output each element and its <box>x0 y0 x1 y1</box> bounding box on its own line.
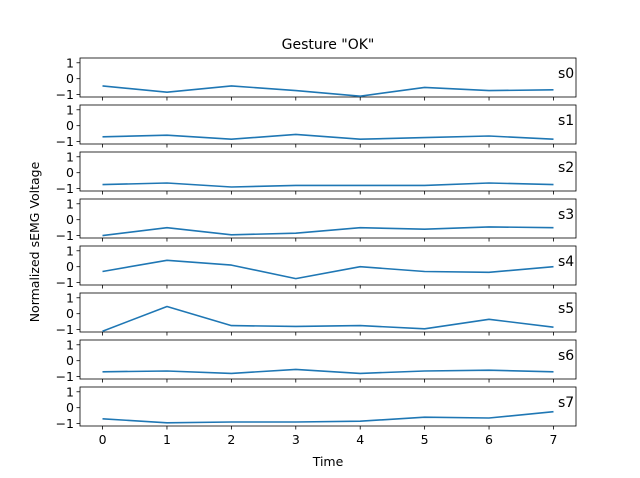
axes-frame <box>79 292 577 333</box>
y-tick-label: 1 <box>66 290 74 305</box>
y-tick-label: −1 <box>56 322 74 337</box>
y-tick-label: 0 <box>66 353 74 368</box>
series-label-s5: s5 <box>558 301 574 317</box>
y-tick-label: 1 <box>66 243 74 258</box>
axes-frame <box>79 339 577 380</box>
y-tick-label: 0 <box>66 259 74 274</box>
subplot-s4: 10−1 s4 <box>56 243 577 290</box>
axes-frame <box>79 57 577 98</box>
axes-frame <box>79 386 577 427</box>
series-line-s1 <box>102 133 554 140</box>
y-tick-label: −1 <box>56 181 74 196</box>
series-line-s5 <box>102 305 554 332</box>
series-line-s7 <box>102 410 554 424</box>
series-label-s4: s4 <box>558 254 574 270</box>
y-tick-label: −1 <box>56 87 74 102</box>
subplot-panels: 10−1s010−1s110−1s210−1s310−1s410−1s510−1… <box>56 55 577 447</box>
y-tick-label: 0 <box>66 212 74 227</box>
series-label-s2: s2 <box>558 160 574 176</box>
subplot-s1: 10−1 s1 <box>56 102 577 149</box>
subplot-s0: 10−1 s0 <box>56 55 577 102</box>
chart-title: Gesture "OK" <box>282 37 375 53</box>
axes-frame <box>79 104 577 145</box>
series-line-s3 <box>102 226 554 237</box>
subplot-s2: 10−1 s2 <box>56 149 577 196</box>
series-label-s1: s1 <box>558 113 574 129</box>
series-label-s6: s6 <box>558 348 574 364</box>
series-label-s7: s7 <box>558 395 574 411</box>
y-tick-label: 1 <box>66 102 74 117</box>
series-label-s0: s0 <box>558 66 574 82</box>
axes-frame <box>79 198 577 239</box>
y-tick-label: 1 <box>66 196 74 211</box>
y-tick-label: −1 <box>56 369 74 384</box>
series-line-s0 <box>102 85 554 97</box>
y-tick-label: 0 <box>66 118 74 133</box>
axes-frame <box>79 151 577 192</box>
x-tick-label: 6 <box>485 432 493 447</box>
series-line-s6 <box>102 368 554 375</box>
x-tick-label: 5 <box>421 432 429 447</box>
subplot-s3: 10−1 s3 <box>56 196 577 243</box>
y-tick-label: 0 <box>66 400 74 415</box>
x-tick-label: 4 <box>356 432 364 447</box>
subplot-s7: 10−1 s7 <box>56 384 577 431</box>
y-tick-label: 0 <box>66 71 74 86</box>
series-line-s4 <box>102 259 554 280</box>
x-tick-label: 2 <box>227 432 235 447</box>
y-tick-label: 1 <box>66 149 74 164</box>
subplot-s6: 10−1 s6 <box>56 337 577 384</box>
y-tick-label: 1 <box>66 384 74 399</box>
x-axis-label: Time <box>312 454 344 469</box>
y-tick-label: −1 <box>56 416 74 431</box>
y-tick-label: 0 <box>66 306 74 321</box>
subplot-s5: 10−1 s5 <box>56 290 577 337</box>
y-axis-label: Normalized sEMG Voltage <box>27 161 42 322</box>
y-tick-label: −1 <box>56 228 74 243</box>
series-line-s2 <box>102 182 554 188</box>
x-tick-label: 1 <box>163 432 171 447</box>
x-tick-label: 7 <box>549 432 557 447</box>
axes-frame <box>79 245 577 286</box>
y-tick-label: 1 <box>66 55 74 70</box>
series-label-s3: s3 <box>558 207 574 223</box>
y-tick-label: 0 <box>66 165 74 180</box>
y-tick-label: 1 <box>66 337 74 352</box>
y-tick-label: −1 <box>56 134 74 149</box>
x-tick-label: 3 <box>292 432 300 447</box>
x-tick-label: 0 <box>99 432 107 447</box>
y-tick-label: −1 <box>56 275 74 290</box>
